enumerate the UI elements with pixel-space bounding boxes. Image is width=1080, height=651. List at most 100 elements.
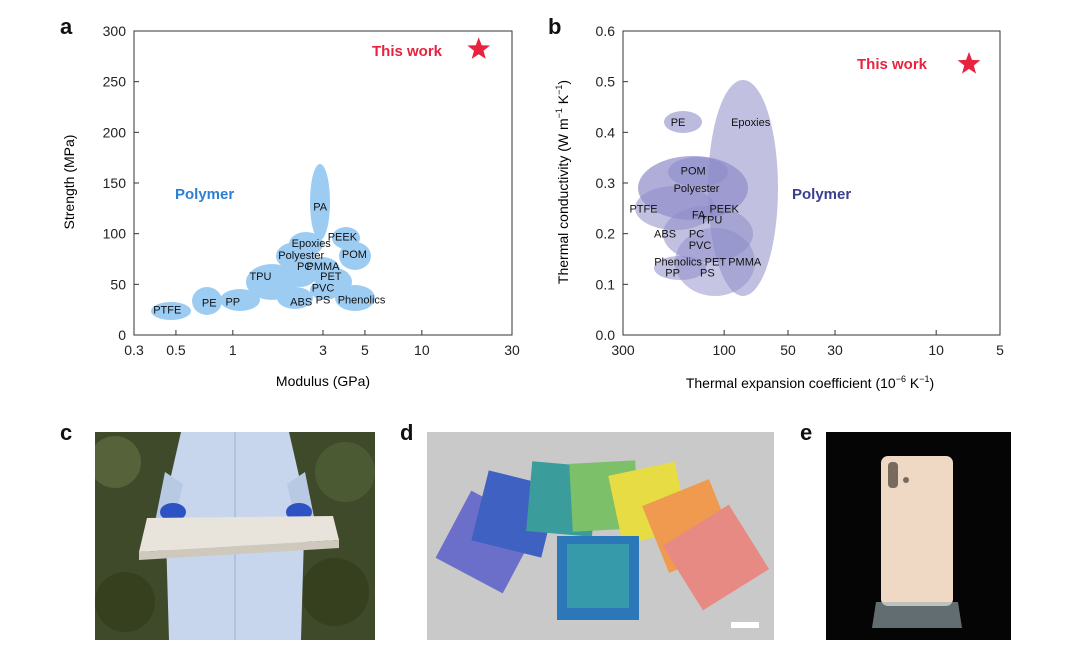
y-tick-label: 0.0 [596, 327, 616, 343]
y-tick-label: 0.3 [596, 175, 616, 191]
material-label-polyester: Polyester [674, 183, 720, 195]
material-label-tpu: TPU [700, 214, 722, 226]
material-label-pom: POM [681, 165, 706, 177]
bubble-pom [339, 242, 371, 270]
bubble-epoxies [289, 232, 323, 256]
x-tick-label: 1 [229, 342, 237, 358]
x-tick-label: 100 [712, 342, 736, 358]
y-tick-label: 0.6 [596, 23, 616, 39]
material-label-epoxies: Epoxies [292, 238, 332, 250]
x-tick-label: 30 [827, 342, 843, 358]
photo-e-illustration [826, 432, 1011, 640]
chart-b-xlabel-unit: K [906, 375, 920, 391]
bubble-abs [277, 287, 313, 309]
chart-b-bubbles [635, 80, 778, 296]
scale-bar [731, 622, 759, 628]
panel-label-d: d [400, 420, 414, 445]
hedge-foliage [95, 436, 141, 488]
chart-b-ylabel-exp1: −1 [554, 108, 564, 118]
bubble-pet-b [675, 228, 755, 296]
x-tick-label: 0.3 [124, 342, 144, 358]
bubble-pe-b [664, 111, 702, 133]
x-tick-label: 30 [504, 342, 520, 358]
x-tick-label: 50 [780, 342, 796, 358]
bubble-ptfe [151, 302, 191, 320]
panel-label-c: c [60, 420, 73, 445]
y-tick-label: 0.4 [596, 124, 616, 140]
x-tick-label: 10 [928, 342, 944, 358]
material-label-epoxies: Epoxies [731, 117, 771, 129]
material-label-ps: PS [316, 295, 331, 307]
material-label-pc: PC [689, 229, 704, 241]
chart-a-highlight-label: This work [372, 43, 443, 60]
panel-label-a: a [60, 14, 73, 39]
photo-c-illustration [95, 432, 375, 640]
y-tick-label: 0.2 [596, 226, 616, 242]
hedge-foliage [315, 442, 375, 502]
x-tick-label: 10 [414, 342, 430, 358]
x-tick-label: 0.5 [166, 342, 186, 358]
chart-b-ylabel-exp2: −1 [554, 85, 564, 95]
material-label-pmma: PMMA [728, 257, 762, 269]
chart-b-conductivity-vs-expansion: 300 100 50 30 10 5 0.0 0.1 0.2 0.3 0.4 0.5 0.6 PE Epo… [554, 23, 1005, 391]
chart-b-this-work-star [957, 51, 981, 74]
material-label-phenolics: Phenolics [654, 257, 702, 269]
sample-tile-pink [662, 504, 770, 611]
y-tick-label: 100 [103, 226, 127, 242]
material-label-pp: PP [225, 297, 240, 309]
material-label-tpu: TPU [249, 271, 271, 283]
bubble-phenolics [335, 285, 375, 311]
chart-a-xlabel: Modulus (GPa) [276, 373, 370, 389]
chart-b-group-label: Polymer [792, 186, 851, 203]
x-tick-label: 5 [361, 342, 369, 358]
chart-b-xlabel-exp: −6 [896, 374, 906, 384]
photo-d-illustration [427, 432, 774, 640]
y-tick-label: 150 [103, 175, 127, 191]
material-label-pe: PE [202, 298, 217, 310]
chart-a-this-work-star [467, 37, 491, 59]
bubble-pom-b [668, 157, 728, 187]
white-panel-edge [139, 540, 339, 560]
material-label-fa: FA [692, 209, 706, 221]
y-tick-label: 50 [110, 276, 126, 292]
y-tick-label: 200 [103, 124, 127, 140]
material-label-ptfe: PTFE [629, 203, 657, 215]
panel-label-b: b [548, 14, 562, 39]
hedge-foliage [301, 558, 369, 626]
chart-a-group-label: Polymer [175, 186, 234, 203]
bubble-pvc [310, 280, 340, 300]
photo-e-phone-back [826, 432, 1011, 640]
material-label-pvc: PVC [689, 240, 712, 252]
material-label-abs: ABS [654, 229, 676, 241]
chart-b-ylabel: Thermal conductivity (W m−1 K−1) [554, 80, 571, 284]
panel-label-e: e [800, 420, 813, 445]
hedge-foliage [95, 572, 155, 632]
material-label-abs: ABS [290, 297, 312, 309]
material-label-ptfe: PTFE [153, 305, 181, 317]
chart-b-ylabel-close: ) [555, 80, 571, 85]
phone-body [881, 456, 953, 606]
y-tick-label: 250 [103, 74, 127, 90]
x-tick-label: 5 [996, 342, 1004, 358]
material-label-pc: PC [297, 261, 312, 273]
sample-tile-iridescent-sheen [567, 544, 629, 608]
chart-b-axes: 300 100 50 30 10 5 0.0 0.1 0.2 0.3 0.4 0.5 0.6 [596, 23, 1005, 358]
left-glove [160, 503, 186, 521]
x-tick-label: 3 [319, 342, 327, 358]
y-tick-label: 0.5 [596, 74, 616, 90]
flash-icon [903, 477, 909, 483]
chart-b-xlabel-close: ) [929, 375, 934, 391]
material-label-pet: PET [320, 271, 342, 283]
photo-c-large-panel [95, 432, 375, 640]
photo-d-colored-samples [427, 432, 774, 640]
material-label-pom: POM [342, 249, 367, 261]
x-tick-label: 300 [611, 342, 635, 358]
chart-a-ylabel: Strength (MPa) [61, 135, 77, 230]
y-tick-label: 300 [103, 23, 127, 39]
material-label-polyester: Polyester [278, 250, 324, 262]
chart-b-xlabel-main: Thermal expansion coefficient (10 [686, 375, 896, 391]
y-tick-label: 0.1 [596, 276, 616, 292]
